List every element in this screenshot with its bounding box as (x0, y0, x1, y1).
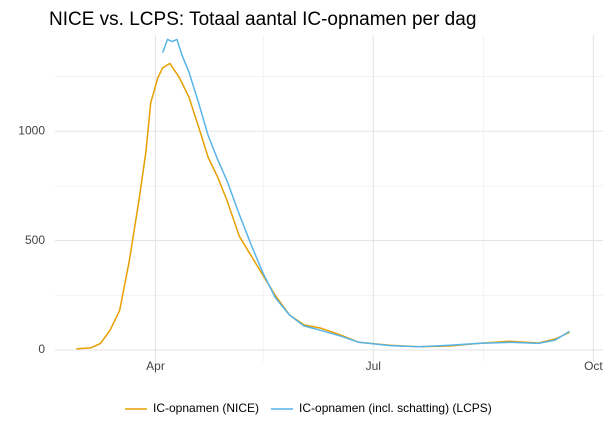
line (76, 62, 570, 350)
y-tick-label: 1000 (18, 123, 45, 137)
x-tick-label: Jul (366, 359, 381, 373)
x-tick-label: Oct (584, 359, 603, 373)
x-tick-label: Apr (146, 359, 165, 373)
legend-label: IC-opnamen (NICE) (153, 401, 259, 415)
y-tick-label: 500 (25, 233, 45, 247)
legend-label: IC-opnamen (incl. schatting) (LCPS) (299, 401, 492, 415)
line (161, 38, 570, 348)
chart-title: NICE vs. LCPS: Totaal aantal IC-opnamen … (49, 9, 476, 30)
y-tick-label: 0 (38, 342, 45, 356)
